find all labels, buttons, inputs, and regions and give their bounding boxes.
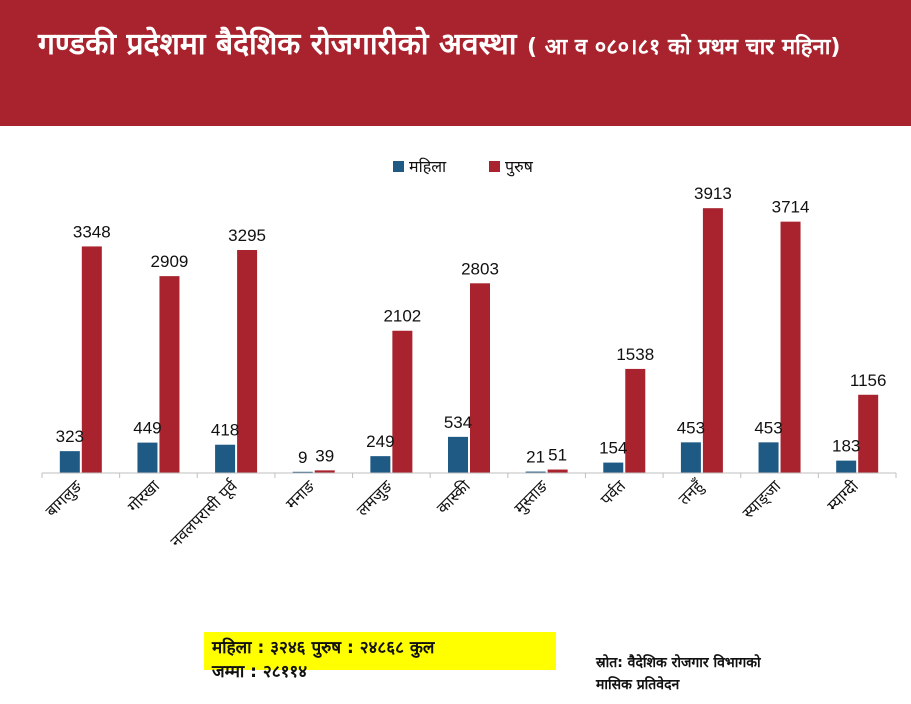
bar-female xyxy=(680,442,701,473)
bar-male xyxy=(159,276,180,473)
legend-swatch-male xyxy=(489,161,500,172)
bar-male xyxy=(392,330,413,473)
title-text: गण्डकी प्रदेशमा बैदेशिक रोजगारीको अवस्था xyxy=(38,27,517,62)
x-tick-label: बागलुङ xyxy=(42,476,87,521)
legend-swatch-female xyxy=(393,161,404,172)
chart-bars xyxy=(59,208,879,473)
x-tick-label: तनहुँ xyxy=(675,476,709,510)
data-label: 183 xyxy=(832,437,860,456)
bar-male xyxy=(625,368,646,473)
x-tick-label: लमजुङ xyxy=(353,476,398,521)
data-label: 3295 xyxy=(228,226,266,245)
x-axis-ticks: बागलुङ गोरखा नवलपरासी पूर्व मनाङ लमजुङ कास्की… xyxy=(41,473,897,552)
data-label: 21 xyxy=(526,448,545,467)
source-line-1: स्रोत: वैदेशिक रोजगार विभागको xyxy=(596,655,761,671)
bar-female xyxy=(448,436,468,473)
data-label: 2909 xyxy=(151,252,189,271)
data-label: 449 xyxy=(133,419,161,438)
bar-female xyxy=(292,471,313,473)
data-label: 39 xyxy=(315,446,334,465)
legend-label-female: महिला xyxy=(409,157,447,176)
data-label: 3714 xyxy=(772,198,810,217)
x-tick-label: स्याङ्जा xyxy=(739,476,786,523)
data-label: 249 xyxy=(366,432,394,451)
summary-line-2: जम्मा : २८११४ xyxy=(212,662,308,682)
bar-female xyxy=(59,451,80,473)
data-label: 51 xyxy=(548,446,567,465)
data-label: 453 xyxy=(677,418,705,437)
x-tick-label: नवलपरासी पूर्व xyxy=(166,476,242,552)
bar-male xyxy=(858,394,879,473)
bar-female xyxy=(370,456,391,473)
bar-male xyxy=(81,246,102,473)
page-title: गण्डकी प्रदेशमा बैदेशिक रोजगारीको अवस्था… xyxy=(38,22,888,71)
data-label: 1156 xyxy=(850,371,887,390)
source-note: स्रोत: वैदेशिक रोजगार विभागको मासिक प्रत… xyxy=(596,652,896,696)
legend-label-male: पुरुष xyxy=(505,157,534,177)
data-label: 9 xyxy=(298,448,307,467)
data-label: 3913 xyxy=(694,184,732,203)
bar-female xyxy=(603,462,624,473)
data-label: 453 xyxy=(754,418,782,437)
bar-female xyxy=(758,442,779,473)
bar-male xyxy=(780,221,801,473)
data-label: 3348 xyxy=(73,222,111,241)
bar-female xyxy=(215,444,236,473)
data-label: 154 xyxy=(599,439,627,458)
title-banner xyxy=(0,0,911,126)
data-label: 1538 xyxy=(616,345,654,364)
summary-box: महिला : ३२४६ पुरुष : २४८६८ कुल जम्मा : २… xyxy=(204,632,556,682)
data-label: 2803 xyxy=(461,259,499,278)
x-tick-label: गोरखा xyxy=(124,476,164,516)
summary-line-1: महिला : ३२४६ पुरुष : २४८६८ कुल xyxy=(212,638,435,658)
data-label: 2102 xyxy=(383,307,421,326)
x-tick-label: मनाङ xyxy=(282,476,319,513)
bar-male xyxy=(470,283,490,473)
chart-legend: महिला पुरुष xyxy=(393,157,534,177)
x-tick-label: म्याग्दी xyxy=(823,476,862,515)
source-line-2: मासिक प्रतिवेदन xyxy=(596,677,680,693)
chart-value-labels: 323 3348 449 2909 418 3295 9 39 249 2102 534 2803 21… xyxy=(56,184,887,467)
data-label: 418 xyxy=(211,421,239,440)
bar-female xyxy=(525,471,546,473)
x-tick-label: कास्की xyxy=(433,476,475,518)
data-label: 323 xyxy=(56,427,84,446)
bar-male xyxy=(702,208,723,473)
bar-male xyxy=(314,470,335,473)
data-label: 534 xyxy=(444,413,472,432)
bar-male xyxy=(237,250,258,473)
bar-female xyxy=(137,442,158,473)
x-tick-label: मुस्ताङ xyxy=(510,476,552,518)
bar-male xyxy=(547,469,568,473)
x-tick-label: पर्वत xyxy=(596,476,629,509)
bar-female xyxy=(836,460,857,473)
title-subtitle: ( आ व ०८०।८१ को प्रथम चार महिना) xyxy=(527,35,841,60)
bar-chart: महिला पुरुष 323 3348 449 2909 418 3295 9 39 249 21… xyxy=(41,157,897,552)
